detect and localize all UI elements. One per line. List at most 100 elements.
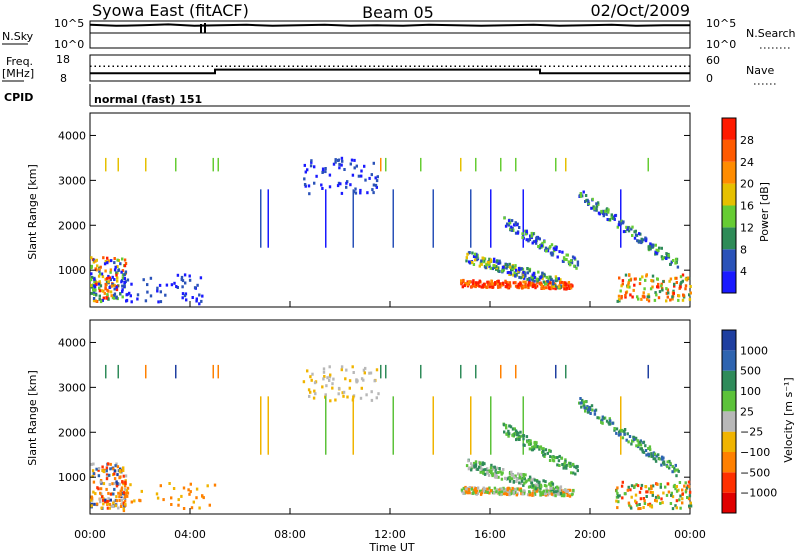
- range-cell: [309, 390, 312, 394]
- range-cell: [517, 438, 521, 441]
- range-cell: [352, 396, 354, 455]
- range-cell: [504, 224, 508, 228]
- range-cell: [121, 490, 124, 494]
- range-cell: [331, 386, 334, 390]
- range-cell: [373, 379, 376, 383]
- range-cell: [544, 246, 548, 250]
- range-cell: [617, 433, 621, 437]
- range-cell: [188, 492, 191, 496]
- range-cell: [340, 156, 344, 160]
- range-cell: [530, 234, 533, 238]
- range-cell: [618, 220, 621, 224]
- noise-right-tick-bottom: 10^0: [706, 38, 736, 51]
- range-cell: [329, 399, 332, 403]
- range-cell: [587, 406, 591, 410]
- range-cell: [628, 435, 632, 438]
- range-cell: [514, 474, 517, 478]
- range-cell: [519, 487, 523, 491]
- range-cell: [145, 157, 147, 172]
- range-cell: [180, 275, 184, 279]
- range-cell: [647, 503, 650, 507]
- velocity-colorbar: 1000 500 100 25 −25 −100 −500 −1000: [721, 329, 777, 514]
- range-cell: [515, 438, 518, 442]
- range-cell: [675, 499, 679, 503]
- range-cell: [654, 459, 658, 463]
- range-cell: [508, 471, 512, 475]
- x-tick-label: 00:00: [674, 528, 706, 541]
- range-cell: [95, 467, 98, 471]
- range-cell: [481, 463, 484, 467]
- range-cell: [549, 482, 552, 486]
- range-cell: [184, 292, 188, 296]
- range-cell: [474, 460, 478, 464]
- range-cell: [324, 170, 327, 174]
- range-cell: [657, 296, 661, 300]
- range-cell: [310, 160, 313, 164]
- range-cell: [572, 471, 575, 475]
- range-cell: [98, 289, 102, 293]
- range-cell: [359, 396, 363, 400]
- range-cell: [527, 286, 530, 290]
- range-cell: [359, 188, 362, 192]
- power-ylabel: Slant Range [km]: [26, 164, 39, 260]
- range-cell: [639, 507, 642, 510]
- range-cell: [500, 490, 504, 493]
- range-cell: [380, 157, 382, 172]
- range-cell: [545, 282, 548, 286]
- range-cell: [676, 265, 680, 269]
- range-cell: [112, 467, 115, 471]
- range-cell: [116, 482, 119, 486]
- range-cell: [631, 225, 634, 229]
- range-cell: [668, 279, 671, 283]
- range-cell: [671, 470, 674, 474]
- range-cell: [302, 380, 306, 384]
- range-cell: [677, 294, 681, 298]
- range-cell: [481, 468, 484, 472]
- range-cell: [532, 284, 535, 288]
- range-cell: [103, 262, 107, 266]
- range-cell: [99, 300, 103, 304]
- range-cell: [545, 275, 548, 279]
- range-cell: [514, 231, 518, 235]
- range-cell: [157, 300, 160, 304]
- range-cell: [189, 490, 192, 494]
- range-cell: [105, 473, 109, 477]
- range-cell: [491, 472, 494, 476]
- range-cell: [529, 485, 532, 489]
- range-cell: [554, 275, 558, 279]
- range-cell: [651, 491, 654, 494]
- range-cell: [90, 272, 93, 276]
- range-cell: [533, 487, 536, 491]
- range-cell: [308, 394, 311, 398]
- range-cell: [591, 408, 594, 412]
- range-cell: [118, 476, 121, 480]
- range-cell: [559, 278, 562, 282]
- range-cell: [328, 185, 332, 189]
- range-cell: [467, 488, 471, 491]
- range-cell: [375, 185, 378, 189]
- range-cell: [96, 486, 99, 490]
- range-cell: [106, 506, 110, 510]
- range-cell: [518, 481, 521, 485]
- range-cell: [360, 377, 364, 381]
- range-cell: [615, 431, 618, 435]
- range-cell: [541, 241, 544, 245]
- range-cell: [558, 488, 562, 492]
- range-cell: [669, 277, 673, 281]
- range-cell: [608, 218, 612, 222]
- range-cell: [688, 504, 691, 508]
- range-cell: [506, 493, 509, 496]
- range-cell: [479, 492, 483, 496]
- range-cell: [500, 487, 504, 491]
- range-cell: [654, 495, 658, 499]
- range-cell: [540, 244, 543, 248]
- range-cell: [643, 502, 647, 505]
- range-cell: [172, 487, 176, 490]
- range-cell: [120, 280, 123, 284]
- range-cell: [479, 464, 482, 468]
- range-cell: [521, 275, 524, 279]
- range-cell: [200, 299, 203, 303]
- range-cell: [516, 231, 520, 235]
- range-cell: [182, 486, 186, 490]
- range-cell: [517, 472, 520, 476]
